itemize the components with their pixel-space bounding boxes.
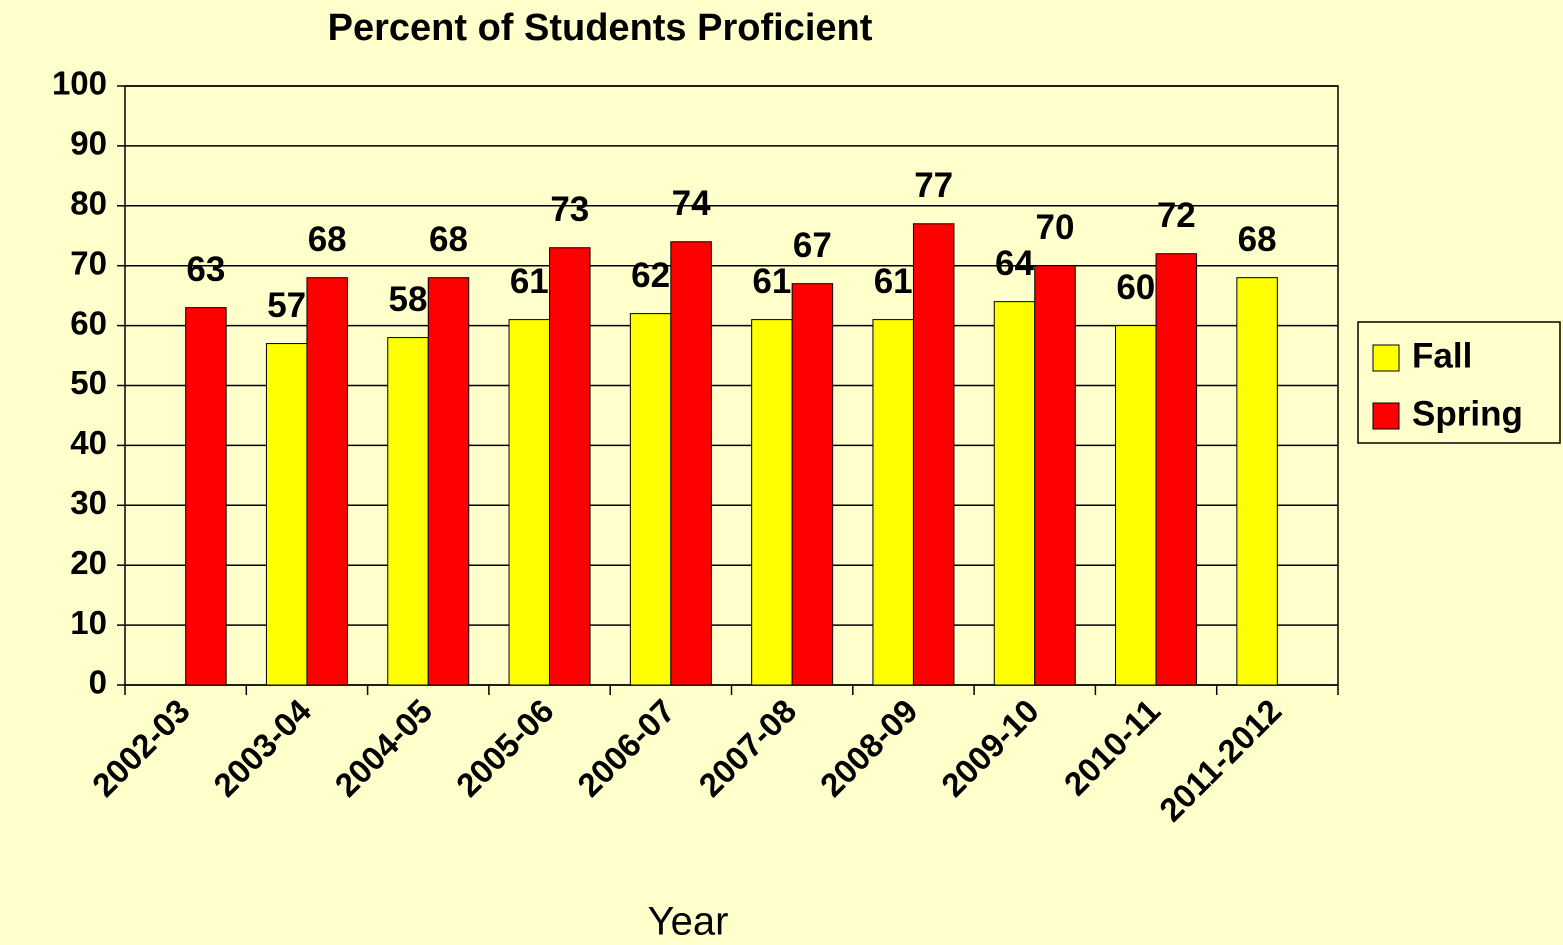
bar xyxy=(670,241,712,686)
bar xyxy=(1115,325,1157,686)
y-tick-label: 0 xyxy=(89,664,107,701)
x-tick-label: 2003-04 xyxy=(206,691,318,803)
y-tick-label: 80 xyxy=(70,185,107,222)
chart-title: Percent of Students Proficient xyxy=(328,7,873,49)
bar xyxy=(265,343,308,686)
data-label: 58 xyxy=(389,280,428,319)
data-label: 67 xyxy=(793,226,832,265)
x-tick-label: 2008-09 xyxy=(813,692,925,804)
x-tick-label: 2007-08 xyxy=(691,692,803,804)
bar xyxy=(1236,277,1278,686)
data-label: 68 xyxy=(308,220,347,259)
bar xyxy=(1034,265,1076,686)
bar xyxy=(629,313,672,686)
x-tick-label: 2011-2012 xyxy=(1152,692,1288,828)
bar xyxy=(791,283,834,686)
x-tick-label: 2005-06 xyxy=(449,692,561,804)
y-tick-label: 90 xyxy=(70,125,107,162)
bar xyxy=(306,277,348,686)
x-tick-label: 2006-07 xyxy=(570,692,682,804)
bar xyxy=(993,301,1036,686)
bar xyxy=(387,337,429,686)
x-tick-label: 2004-05 xyxy=(328,692,440,804)
y-tick-label: 60 xyxy=(70,304,107,341)
data-label: 61 xyxy=(874,262,913,301)
data-label: 61 xyxy=(752,262,791,301)
y-tick-label: 100 xyxy=(52,65,107,102)
data-label: 68 xyxy=(429,220,468,259)
data-label: 77 xyxy=(914,166,953,205)
y-tick-label: 20 xyxy=(70,544,107,581)
bar xyxy=(427,277,470,686)
data-label: 72 xyxy=(1157,196,1196,235)
legend-swatch xyxy=(1372,402,1400,430)
y-tick-label: 50 xyxy=(70,364,107,401)
bar xyxy=(751,319,793,686)
bar xyxy=(872,319,914,686)
legend-label: Spring xyxy=(1412,394,1523,433)
bar xyxy=(549,247,591,686)
data-label: 57 xyxy=(267,286,306,325)
data-label: 63 xyxy=(186,250,225,289)
legend xyxy=(1357,321,1561,444)
data-label: 61 xyxy=(510,262,549,301)
data-label: 68 xyxy=(1238,220,1277,259)
legend-label: Fall xyxy=(1412,336,1472,375)
data-label: 73 xyxy=(550,190,589,229)
bar xyxy=(912,223,955,686)
x-tick-label: 2002-03 xyxy=(85,692,197,804)
data-label: 74 xyxy=(672,184,711,223)
x-tick-label: 2009-10 xyxy=(934,692,1046,804)
x-axis-label: Year xyxy=(648,900,729,944)
legend-swatch xyxy=(1372,344,1400,372)
y-tick-label: 30 xyxy=(70,484,107,521)
data-label: 62 xyxy=(631,256,670,295)
data-label: 64 xyxy=(995,244,1034,283)
x-tick-label: 2010-11 xyxy=(1057,692,1168,803)
y-tick-label: 40 xyxy=(70,424,107,461)
bar xyxy=(185,307,227,686)
y-tick-label: 70 xyxy=(70,244,107,281)
bar xyxy=(1155,253,1198,686)
bar xyxy=(508,319,551,686)
data-label: 60 xyxy=(1116,268,1155,307)
y-tick-label: 10 xyxy=(70,604,107,641)
data-label: 70 xyxy=(1036,208,1075,247)
